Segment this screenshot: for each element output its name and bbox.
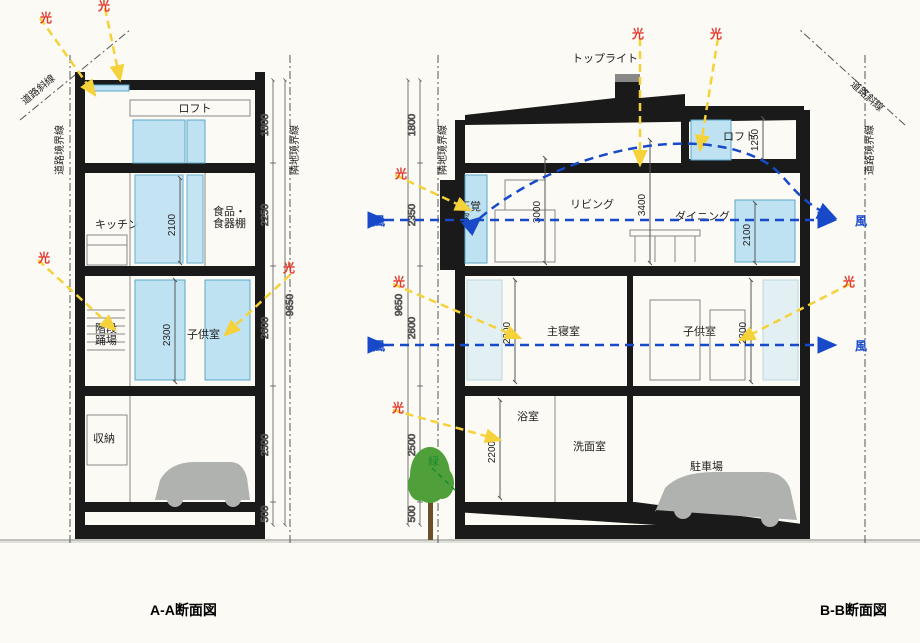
room-bath: 浴室 — [517, 409, 539, 423]
svg-text:1250: 1250 — [750, 128, 761, 151]
boundary-right-b: 道路境界線 — [863, 125, 876, 175]
svg-text:2600: 2600 — [260, 316, 271, 339]
svg-text:光: 光 — [709, 26, 722, 41]
svg-text:光: 光 — [392, 274, 405, 289]
svg-text:光: 光 — [391, 400, 404, 415]
title-section-a: A-A断面図 — [150, 600, 217, 620]
svg-text:光: 光 — [394, 166, 407, 181]
boundary-left-a: 道路境界線 — [53, 125, 66, 175]
room-master: 主寝室 — [547, 324, 580, 338]
svg-text:階段踊場: 階段踊場 — [95, 321, 117, 347]
svg-text:風: 風 — [373, 214, 385, 228]
svg-text:光: 光 — [282, 260, 295, 275]
svg-text:1800: 1800 — [407, 113, 418, 136]
svg-text:2300: 2300 — [162, 323, 173, 346]
svg-text:2200: 2200 — [487, 440, 498, 463]
green-label: 緑 — [428, 454, 439, 468]
svg-text:光: 光 — [631, 26, 644, 41]
svg-text:2100: 2100 — [167, 213, 178, 236]
svg-text:食品・食器棚: 食品・食器棚 — [213, 204, 246, 230]
svg-text:9650: 9650 — [285, 293, 296, 316]
svg-text:500: 500 — [260, 505, 271, 522]
room-loft-a: ロフト — [179, 103, 212, 115]
toplight-label: トップライト — [572, 52, 638, 65]
room-living: リビング — [570, 197, 614, 211]
svg-text:2500: 2500 — [260, 433, 271, 456]
svg-text:風: 風 — [855, 339, 867, 353]
boundary-right-a: 隣地境界線 — [288, 125, 301, 175]
svg-text:2600: 2600 — [407, 316, 418, 339]
car-icon-a — [155, 462, 250, 507]
svg-text:光: 光 — [39, 10, 52, 25]
room-washroom: 洗面室 — [573, 439, 606, 453]
room-storage: 収納 — [93, 432, 115, 445]
svg-text:1800: 1800 — [260, 113, 271, 136]
svg-text:2100: 2100 — [742, 223, 753, 246]
svg-text:光: 光 — [842, 274, 855, 289]
room-parking-b: 駐車場 — [690, 459, 723, 473]
svg-text:9650: 9650 — [394, 293, 405, 316]
room-child-a: 子供室 — [187, 327, 220, 341]
section-a: 道路境界線 道路斜線 隣地境界線 ロフト — [19, 30, 301, 545]
svg-text:2500: 2500 — [407, 433, 418, 456]
boundary-left-b: 隣地境界線 — [436, 125, 449, 175]
svg-text:2300: 2300 — [738, 321, 749, 344]
svg-text:2350: 2350 — [407, 203, 418, 226]
boundary-diag-b: 道路斜線 — [848, 78, 886, 114]
svg-text:風: 風 — [855, 214, 867, 228]
room-kitchen: キッチン — [95, 218, 139, 231]
section-b: 隣地境界線 道路境界線 道路斜線 トップライト ロフト 1250 — [394, 30, 905, 545]
svg-text:光: 光 — [97, 0, 110, 13]
svg-text:2250: 2250 — [260, 203, 271, 226]
svg-text:500: 500 — [407, 505, 418, 522]
svg-text:3400: 3400 — [637, 193, 648, 216]
boundary-diag-a: 道路斜線 — [19, 72, 58, 108]
svg-text:光: 光 — [37, 250, 50, 265]
svg-text:風: 風 — [373, 339, 385, 353]
title-section-b: B-B断面図 — [820, 600, 887, 620]
architectural-section-drawings: { "canvas": { "width": 920, "height": 64… — [0, 0, 920, 643]
drawing-canvas: 道路境界線 道路斜線 隣地境界線 ロフト — [0, 0, 920, 643]
